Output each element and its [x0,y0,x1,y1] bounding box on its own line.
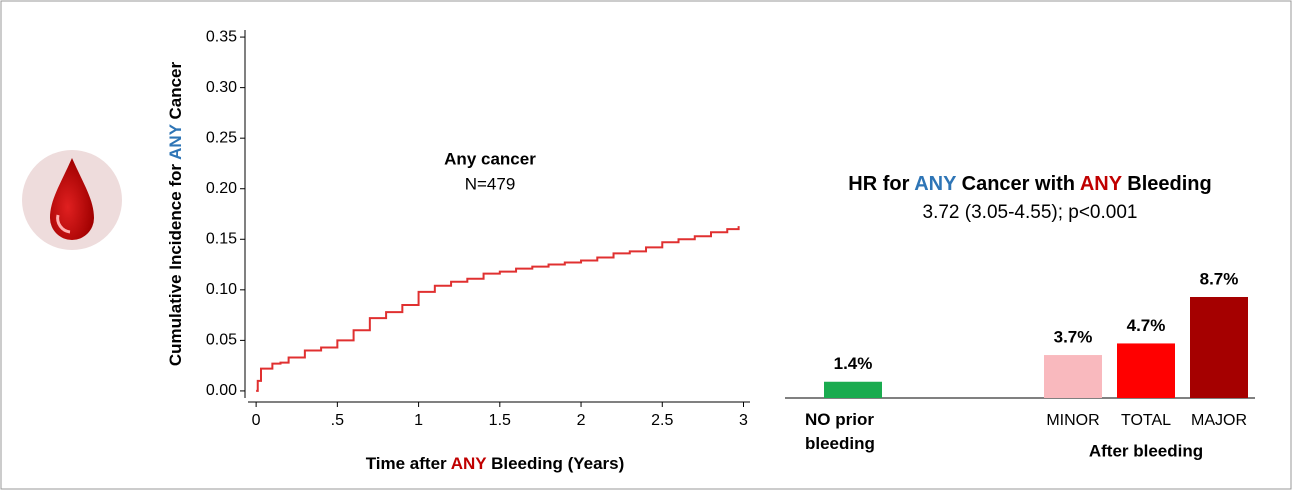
y-axis-title-part: ANY [166,123,185,160]
category-label: TOTAL [1121,412,1171,429]
y-axis-title-part: Cancer [166,61,185,119]
y-tick-label: 0.20 [206,180,237,197]
x-axis-title-part: ANY [451,454,488,473]
bar [1117,343,1175,398]
value-label: 8.7% [1200,269,1239,288]
y-axis-title-part: Cumulative Incidence for [166,164,185,367]
x-axis-title-part: Time after [366,454,447,473]
bar-chart-title-part: Cancer with [962,173,1075,195]
x-tick-label: 2 [577,412,586,429]
annotation: N=479 [465,174,516,193]
cumulative-incidence-line [256,226,740,392]
category-label: NO prior bleeding [805,410,875,453]
y-tick-label: 0.35 [206,28,237,45]
x-tick-label: 2.5 [651,412,673,429]
bar-chart-title-part: HR for [848,173,909,195]
value-label: 3.7% [1054,328,1093,347]
y-tick-label: 0.30 [206,79,237,96]
bar-chart-title-part: ANY [1080,173,1123,195]
annotation: Any cancer [444,149,536,168]
y-tick-label: 0.05 [206,332,237,349]
y-tick-label: 0.10 [206,281,237,298]
value-label: 4.7% [1127,316,1166,335]
bar-chart-title-part: Bleeding [1127,173,1211,195]
bar-chart-subtitle: 3.72 (3.05-4.55); p<0.001 [923,202,1138,223]
x-axis-title: Time after ANY Bleeding (Years) [366,454,625,473]
category-label-wrap: NO prior bleeding [805,410,875,453]
y-tick-label: 0.25 [206,129,237,146]
bar [1190,297,1248,398]
value-label: 1.4% [834,354,873,373]
bar [824,381,882,398]
x-tick-label: .5 [331,412,344,429]
y-tick-label: 0.15 [206,230,237,247]
x-tick-label: 3 [739,412,748,429]
bar-chart-title-part: ANY [914,173,957,195]
category-label: MINOR [1046,412,1099,429]
y-tick-label: 0.00 [206,382,237,399]
category-label: MAJOR [1191,412,1247,429]
bar [1044,355,1102,398]
y-axis-title: Cumulative Incidence for ANY Cancer [166,61,185,366]
x-axis-title-part: Bleeding (Years) [491,454,624,473]
group-label: After bleeding [1089,441,1203,460]
blood-drop-icon [22,150,122,250]
x-tick-label: 1.5 [489,412,511,429]
x-tick-label: 1 [414,412,423,429]
bar-chart-title: HR for ANY Cancer with ANY Bleeding [848,173,1211,195]
x-tick-label: 0 [252,412,261,429]
